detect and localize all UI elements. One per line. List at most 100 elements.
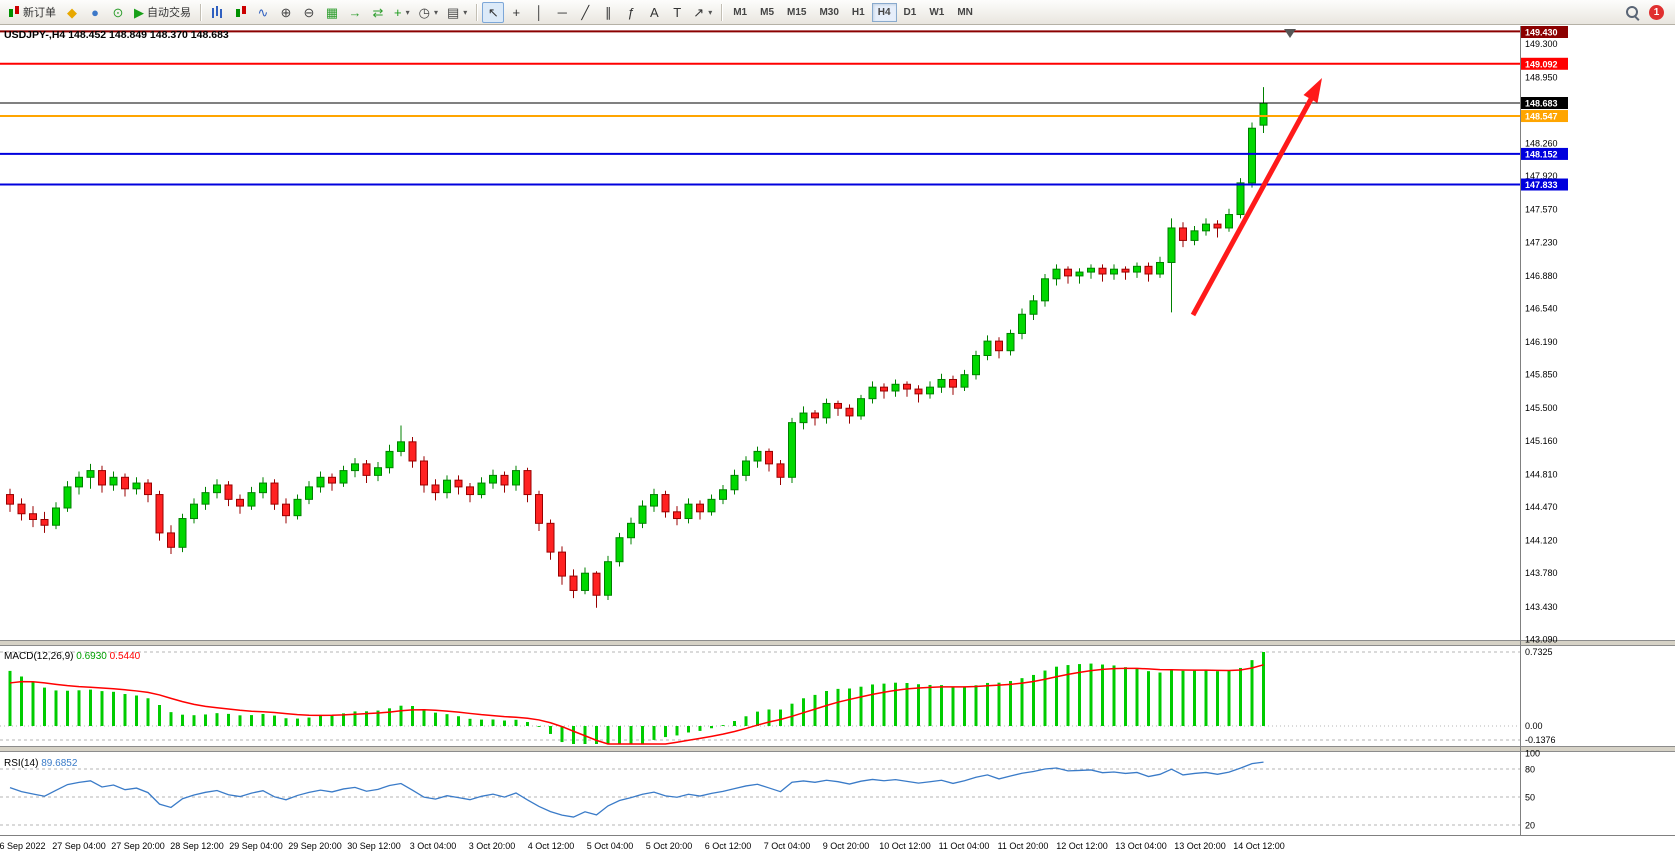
resistance-line-2-badge bbox=[1521, 57, 1568, 70]
autotrading-button[interactable]: ▶ 自动交易 bbox=[130, 2, 195, 23]
support-line-2-badge bbox=[1521, 178, 1568, 191]
channel-button[interactable]: ∥ bbox=[597, 2, 619, 23]
time-label: 14 Oct 12:00 bbox=[1233, 841, 1285, 851]
tile-windows-icon: ▦ bbox=[325, 4, 339, 20]
panel-separator[interactable] bbox=[0, 746, 1675, 752]
timeframe-mn[interactable]: MN bbox=[951, 3, 979, 22]
cursor-button[interactable]: ↖ bbox=[482, 1, 505, 23]
chart-shift-marker[interactable] bbox=[1284, 29, 1296, 38]
price-tick-label: 143.780 bbox=[1525, 568, 1558, 578]
toolbar-separator bbox=[476, 3, 478, 21]
zoom-out-button[interactable]: ⊖ bbox=[298, 2, 320, 23]
horizontal-line-icon: ─ bbox=[557, 4, 567, 20]
time-label: 3 Oct 04:00 bbox=[410, 841, 457, 851]
macd-histogram bbox=[8, 652, 1265, 744]
arrows-icon: ↗ bbox=[693, 4, 705, 20]
zoom-in-button[interactable]: ⊕ bbox=[275, 2, 297, 23]
price-tick-label: 145.500 bbox=[1525, 403, 1558, 413]
chart-area[interactable]: 149.300 148.950 148.260 147.920 147.570 147.2… bbox=[0, 25, 1675, 856]
line-chart-icon: ∿ bbox=[257, 4, 269, 20]
vertical-line-icon: │ bbox=[535, 4, 544, 20]
horizontal-level-lines[interactable] bbox=[0, 30, 1520, 186]
time-label: 5 Oct 20:00 bbox=[646, 841, 693, 851]
price-tick-label: 148.260 bbox=[1525, 139, 1558, 149]
periods-button[interactable]: ◷ ▾ bbox=[415, 2, 442, 23]
rsi-line bbox=[9, 761, 1264, 818]
time-label: 3 Oct 20:00 bbox=[469, 841, 516, 851]
horizontal-line-button[interactable]: ─ bbox=[551, 2, 573, 23]
timeframe-m30[interactable]: M30 bbox=[813, 3, 844, 22]
bars-icon bbox=[210, 5, 224, 19]
indicators-button[interactable]: + ▾ bbox=[390, 2, 414, 23]
timeframe-d1[interactable]: D1 bbox=[898, 3, 923, 22]
zoom-in-icon: ⊕ bbox=[280, 4, 292, 20]
price-badges: 149.430 149.092 148.683 148.547 148.152 147.8… bbox=[1521, 26, 1568, 191]
rsi-label: RSI(14) 89.6852 bbox=[4, 758, 78, 769]
panel-separator[interactable] bbox=[0, 640, 1675, 646]
resistance-line-1-badge bbox=[1521, 26, 1568, 38]
rsi-scale-label: 50 bbox=[1525, 793, 1535, 803]
chart-shift-icon: ⇄ bbox=[372, 4, 384, 20]
price-badge-label: 149.092 bbox=[1525, 59, 1558, 69]
autotrading-label: 自动交易 bbox=[147, 7, 191, 19]
price-tick-label: 143.090 bbox=[1525, 634, 1558, 644]
arrows-button[interactable]: ↗ ▾ bbox=[689, 2, 716, 23]
text-button[interactable]: A bbox=[643, 2, 665, 23]
chart-shift-button[interactable]: ⇄ bbox=[367, 2, 389, 23]
candlestick-chart-button[interactable] bbox=[229, 2, 251, 23]
timeframe-w1[interactable]: W1 bbox=[923, 3, 950, 22]
price-badge-label: 148.547 bbox=[1525, 112, 1558, 122]
notification-badge[interactable]: 1 bbox=[1649, 4, 1664, 20]
trend-arrow-annotation[interactable] bbox=[1190, 78, 1322, 317]
timeframe-h4[interactable]: H4 bbox=[871, 2, 897, 22]
timeframe-m1[interactable]: M1 bbox=[727, 3, 753, 22]
timeframe-m5[interactable]: M5 bbox=[754, 3, 780, 22]
fibonacci-button[interactable]: ƒ bbox=[620, 2, 642, 23]
candlesticks bbox=[6, 87, 1268, 608]
time-label: 5 Oct 04:00 bbox=[587, 841, 634, 851]
time-label: 6 Oct 12:00 bbox=[705, 841, 752, 851]
auto-scroll-button[interactable]: → bbox=[344, 2, 366, 23]
price-tick-label: 143.430 bbox=[1525, 602, 1558, 612]
dropdown-caret-icon: ▾ bbox=[433, 7, 438, 17]
text-label-button[interactable]: T bbox=[666, 2, 688, 23]
time-label: 11 Oct 04:00 bbox=[939, 841, 990, 851]
trendline-button[interactable]: ╱ bbox=[574, 2, 596, 23]
price-badge-label: 148.152 bbox=[1525, 149, 1558, 159]
time-label: 11 Oct 20:00 bbox=[998, 841, 1049, 851]
dropdown-caret-icon: ▾ bbox=[405, 7, 410, 17]
macd-scale-min: -0.1376 bbox=[1525, 735, 1556, 745]
templates-icon: ▤ bbox=[446, 4, 460, 20]
time-label: 12 Oct 12:00 bbox=[1056, 841, 1108, 851]
channel-icon: ∥ bbox=[605, 4, 612, 20]
support-line-1-badge bbox=[1521, 147, 1568, 160]
price-badge-label: 149.430 bbox=[1525, 28, 1558, 38]
bar-chart-button[interactable] bbox=[206, 2, 228, 23]
timeframe-m15[interactable]: M15 bbox=[781, 3, 812, 22]
expert-advisors-button[interactable]: ◆ bbox=[61, 2, 83, 23]
vertical-line-button[interactable]: │ bbox=[528, 2, 550, 23]
chart-title: USDJPY-,H4 148.452 148.849 148.370 148.6… bbox=[4, 29, 229, 41]
time-label: 13 Oct 20:00 bbox=[1174, 841, 1226, 851]
price-tick-label: 146.540 bbox=[1525, 304, 1558, 314]
rsi-scale-label: 100 bbox=[1525, 749, 1540, 759]
new-order-label: 新订单 bbox=[23, 7, 56, 19]
macd-scale-max: 0.7325 bbox=[1525, 647, 1553, 657]
timeframe-h1[interactable]: H1 bbox=[846, 3, 871, 22]
search-icon[interactable] bbox=[1625, 5, 1640, 20]
refresh-button[interactable]: ⊙ bbox=[107, 2, 129, 23]
price-tick-label: 144.470 bbox=[1525, 502, 1558, 512]
time-axis: 26 Sep 2022 27 Sep 04:00 27 Sep 20:00 28 Se… bbox=[0, 841, 1285, 851]
chart-background bbox=[0, 25, 1675, 856]
templates-button[interactable]: ▤ ▾ bbox=[443, 2, 471, 23]
time-label: 28 Sep 12:00 bbox=[170, 841, 224, 851]
profiles-button[interactable]: ● bbox=[84, 2, 106, 23]
crosshair-button[interactable]: + bbox=[505, 2, 527, 23]
price-tick-label: 144.120 bbox=[1525, 536, 1558, 546]
tile-windows-button[interactable]: ▦ bbox=[321, 2, 343, 23]
toolbar-group-timeframes: M1 M5 M15 M30 H1 H4 D1 W1 MN bbox=[727, 2, 979, 22]
time-label: 7 Oct 04:00 bbox=[764, 841, 811, 851]
new-order-button[interactable]: 新订单 bbox=[3, 2, 60, 23]
line-chart-button[interactable]: ∿ bbox=[252, 2, 274, 23]
